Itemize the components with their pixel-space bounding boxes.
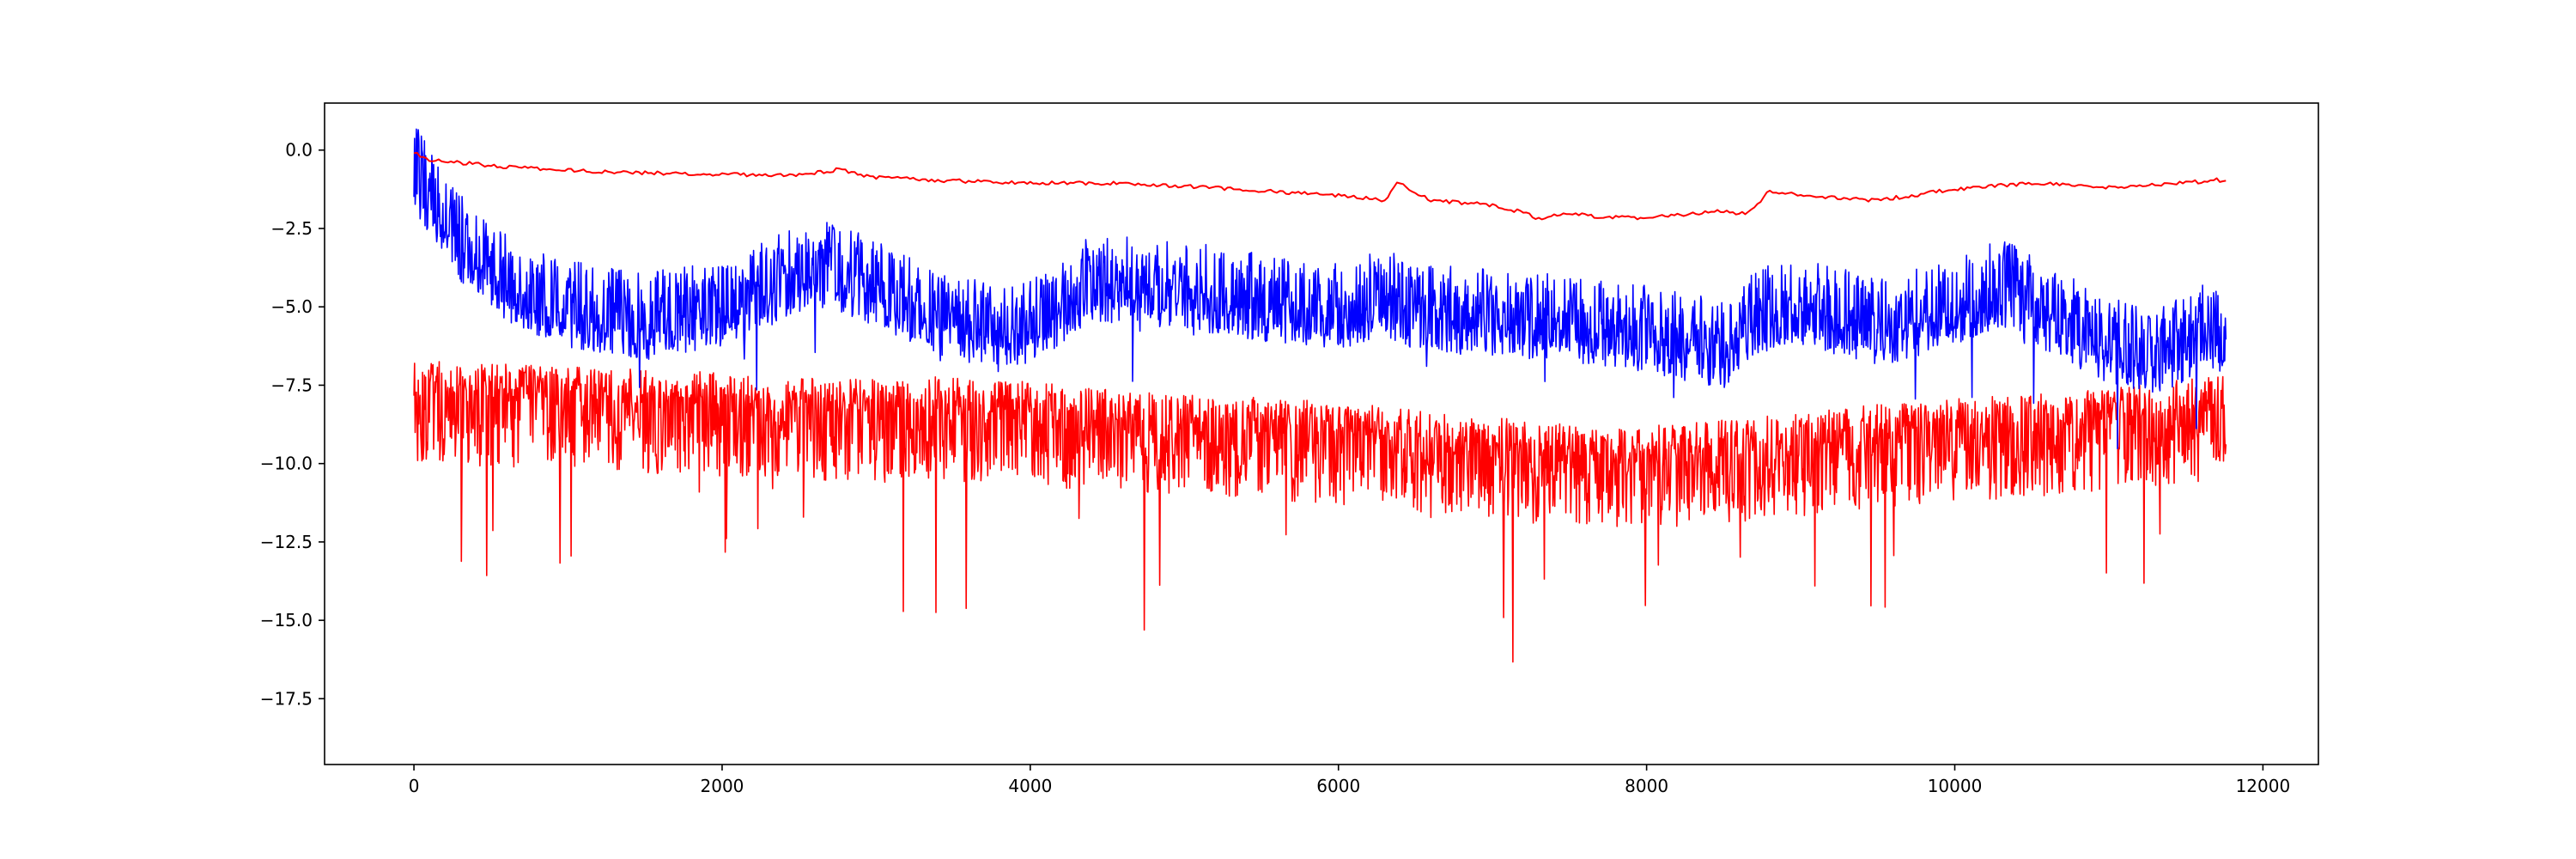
x-tick-label: 4000 — [1008, 776, 1052, 796]
y-tick-label: −10.0 — [260, 454, 313, 474]
series-line-2 — [413, 128, 2227, 450]
x-tick-label: 10000 — [1928, 776, 1983, 796]
x-tick-label: 0 — [409, 776, 420, 796]
x-tick-label: 6000 — [1316, 776, 1360, 796]
series-line-1 — [413, 361, 2227, 663]
series-layer — [413, 128, 2227, 663]
y-tick-label: −7.5 — [270, 375, 313, 395]
x-tick-label: 2000 — [701, 776, 744, 796]
y-tick-label: −12.5 — [260, 532, 313, 552]
x-tick-label: 12000 — [2236, 776, 2291, 796]
x-tick-label: 8000 — [1625, 776, 1668, 796]
y-tick-label: −2.5 — [270, 218, 313, 239]
y-tick-label: −5.0 — [270, 296, 313, 317]
y-tick-label: 0.0 — [285, 140, 313, 161]
axis-layer: 0 2000 4000 6000 8000 10000 12000 0.0 −2.5 −5.0 −7… — [260, 102, 2319, 796]
y-tick-label: −17.5 — [260, 688, 313, 709]
plot-frame — [324, 102, 2319, 765]
series-line-3 — [414, 151, 2227, 221]
y-tick-label: −15.0 — [260, 610, 313, 631]
